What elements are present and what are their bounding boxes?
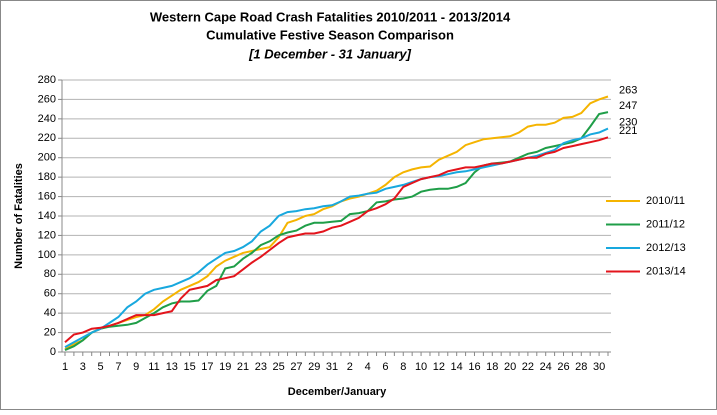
x-tick-label: 4: [365, 361, 371, 373]
x-tick-label: 13: [166, 361, 178, 373]
x-tick-label: 15: [183, 361, 195, 373]
legend-label: 2013/14: [646, 265, 686, 277]
y-tick-label: 20: [44, 326, 56, 338]
legend-label: 2011/12: [646, 218, 685, 230]
y-tick-label: 200: [38, 152, 56, 164]
x-tick-label: 16: [468, 361, 480, 373]
legend-label: 2012/13: [646, 242, 686, 254]
x-tick-label: 27: [290, 361, 302, 373]
y-tick-label: 100: [38, 249, 56, 261]
end-label: 263: [619, 84, 637, 96]
x-tick-label: 11: [148, 361, 159, 373]
x-tick-label: 6: [382, 361, 388, 373]
y-tick-label: 40: [44, 307, 56, 319]
y-tick-label: 220: [38, 132, 56, 144]
y-axis-label: Number of Fatalities: [13, 163, 25, 269]
x-tick-label: 19: [219, 361, 231, 373]
x-tick-label: 7: [115, 361, 121, 373]
y-tick-label: 260: [38, 93, 56, 105]
y-tick-label: 240: [38, 113, 56, 125]
y-tick-label: 0: [50, 346, 56, 358]
x-tick-label: 26: [557, 361, 569, 373]
y-tick-label: 160: [38, 190, 56, 202]
x-tick-label: 29: [308, 361, 320, 373]
chart-title: Western Cape Road Crash Fatalities 2010/…: [150, 9, 511, 24]
date-range: [1 December - 31 January]: [248, 46, 412, 61]
x-tick-label: 21: [237, 361, 249, 373]
x-tick-label: 31: [326, 361, 338, 373]
x-tick-label: 24: [540, 361, 552, 373]
x-tick-label: 8: [400, 361, 406, 373]
series-line: [64, 111, 609, 352]
x-axis-label: December/January: [288, 386, 387, 398]
y-tick-label: 120: [38, 229, 56, 241]
x-tick-label: 23: [255, 361, 267, 373]
x-tick-label: 28: [575, 361, 587, 373]
chart-subtitle: Cumulative Festive Season Comparison: [206, 27, 454, 42]
x-tick-label: 10: [415, 361, 427, 373]
x-tick-label: 2: [347, 361, 353, 373]
x-tick-label: 5: [98, 361, 104, 373]
x-tick-label: 9: [133, 361, 139, 373]
x-tick-label: 20: [504, 361, 516, 373]
x-tick-label: 25: [273, 361, 285, 373]
x-tick-label: 22: [522, 361, 534, 373]
series-line: [64, 136, 609, 344]
end-label: 221: [619, 125, 637, 137]
y-tick-label: 280: [38, 74, 56, 86]
x-tick-label: 3: [80, 361, 86, 373]
y-tick-label: 180: [38, 171, 56, 183]
y-tick-label: 60: [44, 288, 56, 300]
legend-label: 2010/11: [646, 195, 685, 207]
end-label: 230: [619, 116, 637, 128]
x-tick-label: 1: [62, 361, 68, 373]
x-tick-label: 30: [593, 361, 605, 373]
x-tick-label: 17: [201, 361, 213, 373]
y-tick-label: 80: [44, 268, 56, 280]
y-tick-label: 140: [38, 210, 56, 222]
end-label: 247: [619, 100, 637, 112]
x-tick-label: 14: [451, 361, 463, 373]
x-tick-label: 12: [433, 361, 445, 373]
x-tick-label: 18: [486, 361, 498, 373]
